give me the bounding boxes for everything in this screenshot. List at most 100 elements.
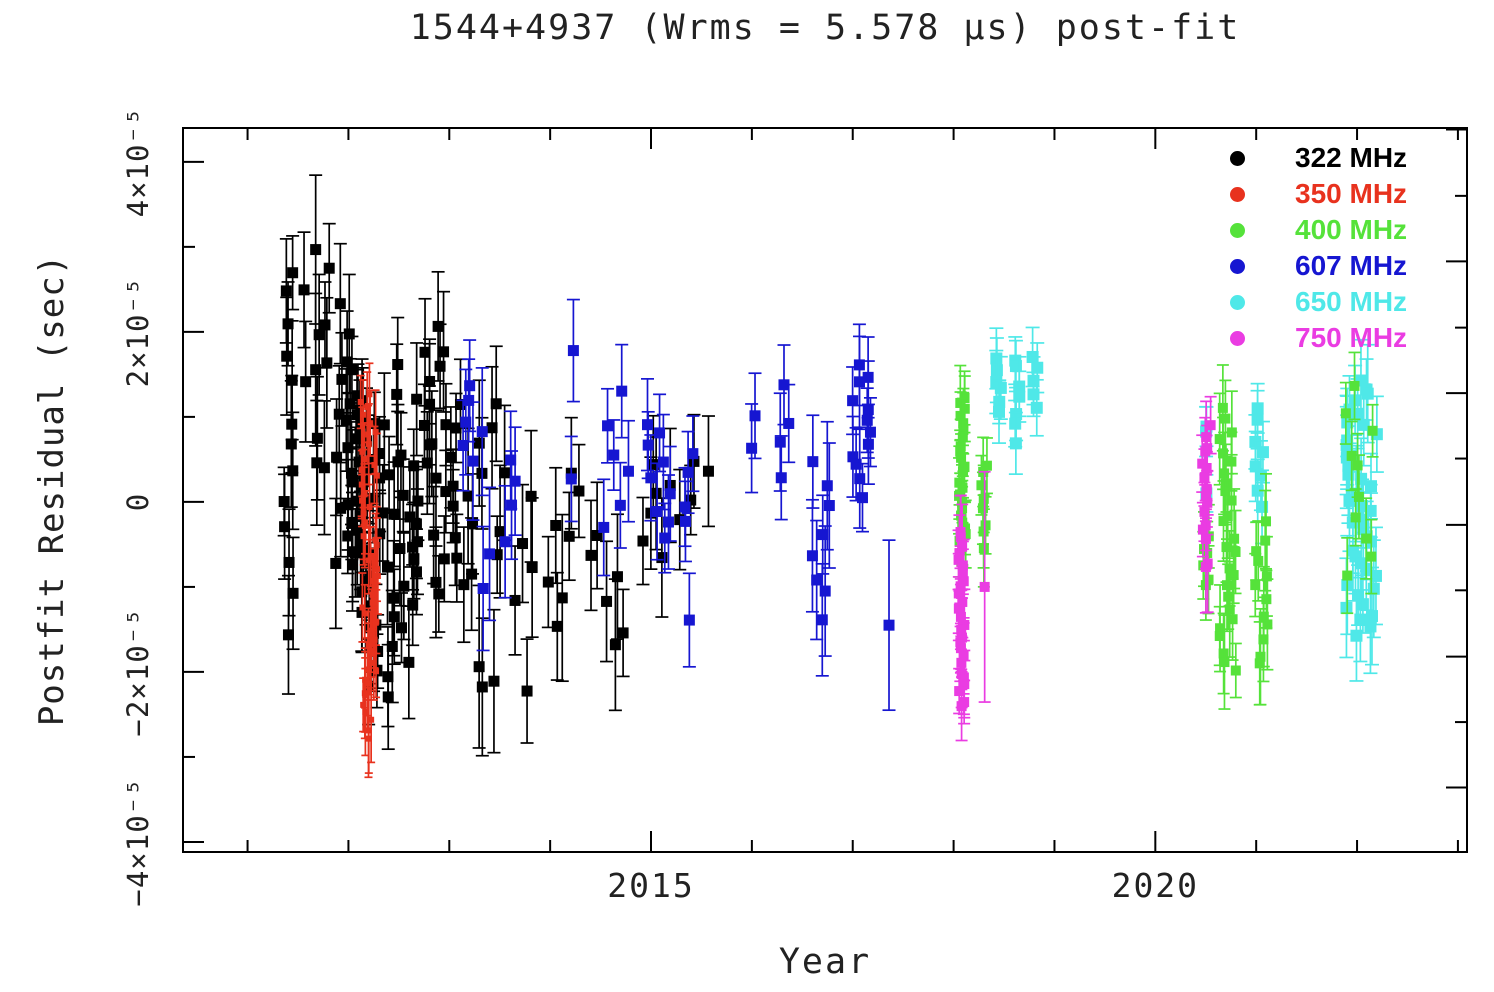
data-point — [526, 562, 538, 574]
data-point — [388, 508, 400, 520]
data-point — [333, 408, 345, 420]
data-point — [476, 426, 488, 438]
data-point — [464, 380, 476, 392]
data-point — [373, 668, 380, 675]
data-point — [609, 639, 621, 651]
data-point — [979, 581, 990, 592]
data-point — [366, 504, 373, 511]
data-point — [702, 465, 714, 477]
data-point — [959, 403, 970, 414]
data-point — [1203, 574, 1214, 585]
plot-frame — [182, 127, 1468, 853]
data-point — [551, 620, 563, 632]
data-point — [410, 566, 422, 578]
data-point — [407, 599, 419, 611]
data-point — [806, 550, 818, 562]
series-750-MHz — [952, 395, 1217, 742]
data-point — [378, 419, 390, 431]
y-axis-label: Postfit Residual (sec) — [32, 253, 72, 727]
data-point — [490, 398, 502, 410]
data-point — [372, 537, 379, 544]
data-point — [622, 465, 634, 477]
data-point — [1354, 613, 1367, 626]
data-point — [1220, 413, 1231, 424]
series-350-MHz — [356, 362, 382, 779]
legend-row: 650 MHz — [1225, 284, 1407, 320]
data-point — [340, 414, 352, 426]
data-point — [365, 735, 372, 742]
data-point — [367, 420, 374, 427]
data-point — [1361, 533, 1372, 544]
data-point — [426, 438, 438, 450]
data-point — [386, 640, 398, 652]
data-point — [994, 381, 1007, 394]
data-point — [517, 538, 529, 550]
data-point — [477, 582, 489, 594]
data-point — [323, 262, 335, 274]
data-point — [1256, 446, 1269, 459]
data-point — [346, 516, 358, 528]
data-point — [359, 497, 366, 504]
data-point — [391, 388, 403, 400]
data-point — [1030, 401, 1043, 414]
data-point — [373, 472, 380, 479]
legend-row: 322 MHz — [1225, 140, 1407, 176]
data-point — [1253, 555, 1264, 566]
data-point — [598, 521, 610, 533]
data-point — [563, 530, 575, 542]
data-point — [1262, 619, 1273, 630]
data-point — [370, 650, 377, 657]
data-point — [282, 629, 294, 641]
legend-label: 400 MHz — [1295, 214, 1408, 245]
data-point — [488, 675, 500, 687]
data-point — [357, 398, 364, 405]
data-point — [355, 534, 367, 546]
data-point — [374, 573, 381, 580]
data-point — [591, 529, 603, 541]
x-axis-label: Year — [778, 942, 872, 982]
data-point — [491, 549, 503, 561]
data-point — [310, 364, 322, 376]
data-point — [601, 595, 613, 607]
data-point — [679, 515, 691, 527]
data-point — [398, 580, 410, 592]
data-point — [451, 552, 463, 564]
data-point — [411, 536, 423, 548]
data-point — [602, 420, 614, 432]
data-point — [430, 576, 442, 588]
legend-row: 607 MHz — [1225, 248, 1407, 284]
series-650-MHz — [989, 326, 1384, 682]
data-point — [861, 414, 873, 426]
data-point — [1219, 657, 1230, 668]
data-point — [330, 557, 342, 569]
data-point — [976, 480, 987, 491]
data-point — [642, 439, 654, 451]
data-point — [883, 619, 895, 631]
data-point — [313, 329, 325, 341]
data-point — [440, 419, 452, 431]
data-point — [608, 449, 620, 461]
data-point — [654, 427, 666, 439]
data-point — [421, 457, 433, 469]
legend-label: 607 MHz — [1295, 250, 1408, 281]
data-point — [992, 405, 1005, 418]
data-point — [1261, 594, 1272, 605]
y-tick-label: −2×10⁻⁵ — [121, 607, 155, 737]
data-point — [365, 441, 372, 448]
data-point — [467, 518, 479, 530]
chart-title: 1544+4937 (Wrms = 5.578 μs) post-fit — [409, 8, 1241, 48]
data-point — [371, 583, 378, 590]
data-point — [334, 298, 346, 310]
data-point — [1228, 570, 1239, 581]
legend: 322 MHz 350 MHz 400 MHz 607 MHz 650 MHz 750 M… — [1225, 140, 1407, 356]
data-point — [368, 716, 375, 723]
data-point — [350, 433, 362, 445]
data-point — [367, 659, 374, 666]
data-point — [775, 472, 787, 484]
data-point — [823, 500, 835, 512]
data-point — [1254, 469, 1267, 482]
data-point — [396, 622, 408, 634]
data-point — [373, 566, 380, 573]
data-point — [1340, 408, 1351, 419]
data-point — [953, 603, 964, 614]
